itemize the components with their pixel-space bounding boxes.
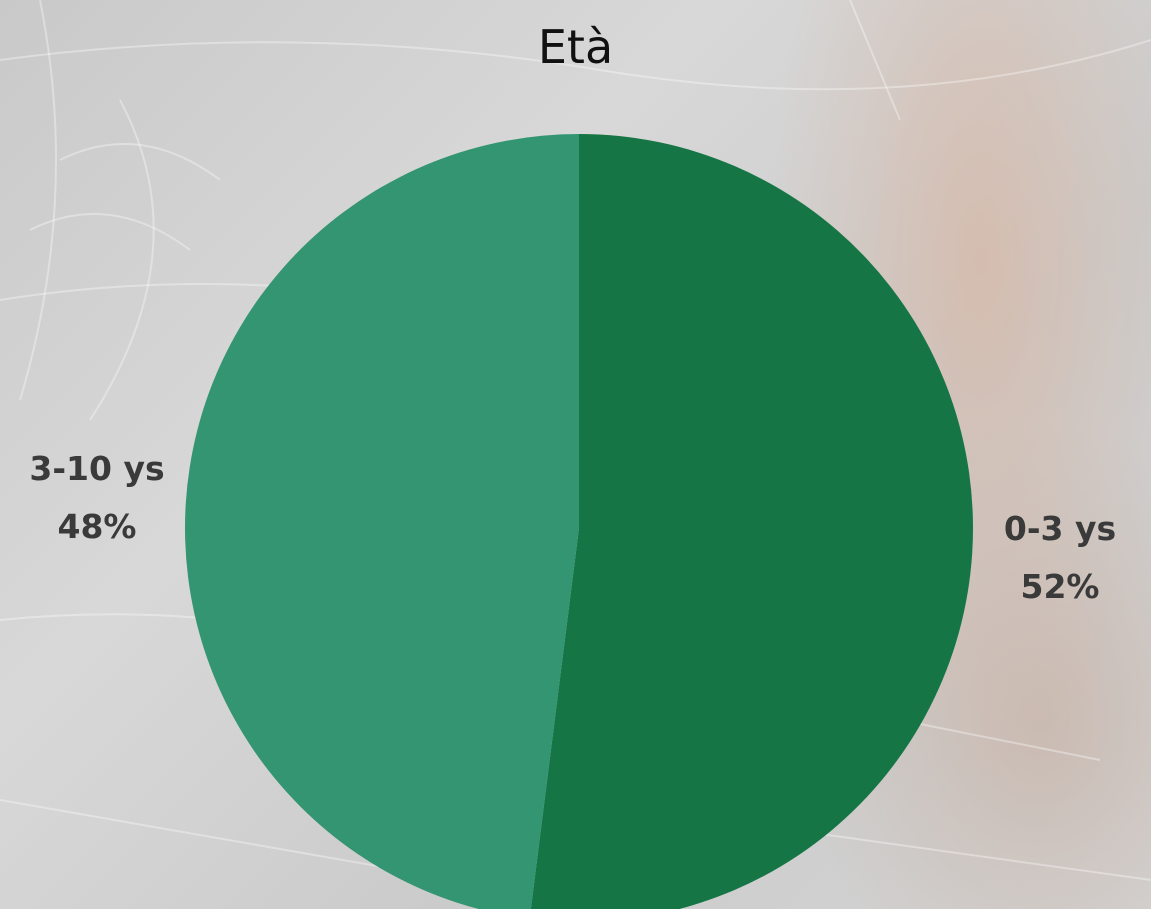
pie-slice-0-3-ys	[530, 134, 973, 909]
slice-percent-label: 52%	[1020, 567, 1100, 606]
slice-category-label: 0-3 ys	[1003, 509, 1117, 548]
slice-category-label: 3-10 ys	[29, 449, 165, 488]
chart-title: Età	[537, 20, 614, 74]
slice-percent-label: 48%	[57, 507, 137, 546]
pie-slice-3-10-ys	[185, 134, 579, 909]
slice-label: 3-10 ys 48%	[22, 440, 172, 556]
slice-label: 0-3 ys 52%	[1000, 500, 1120, 616]
